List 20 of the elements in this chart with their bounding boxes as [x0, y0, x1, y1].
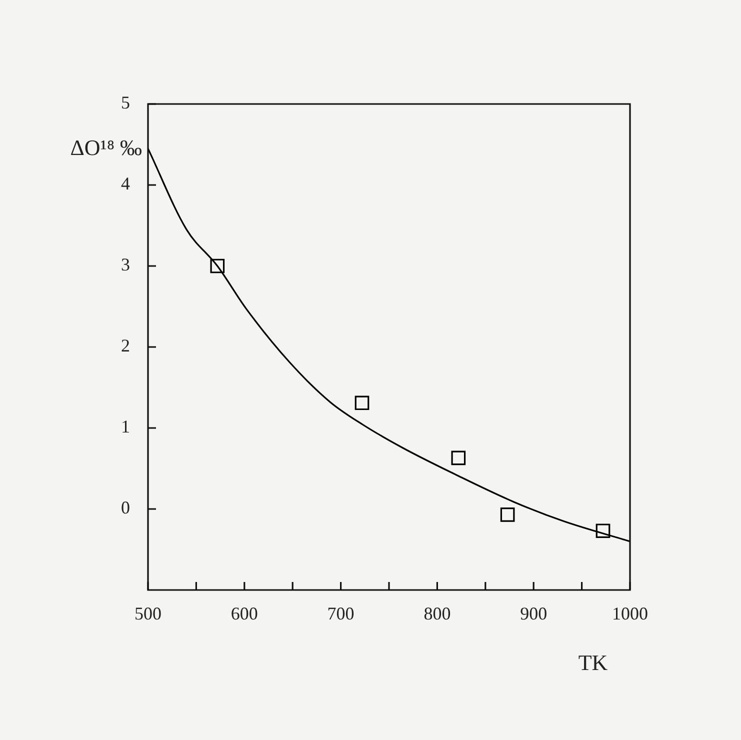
x-tick-label: 1000 — [612, 604, 648, 624]
x-tick-label: 800 — [424, 604, 451, 624]
y-axis-title: ΔO¹⁸ ‰ — [70, 134, 142, 160]
x-tick-label: 700 — [327, 604, 354, 624]
y-tick-label: 4 — [121, 174, 130, 194]
x-tick-label: 900 — [520, 604, 548, 624]
point — [596, 524, 610, 538]
x-tick-label: 600 — [230, 604, 258, 624]
line-series — [148, 148, 630, 542]
y-tick-label: 3 — [121, 254, 130, 275]
x-tick-label: 500 — [134, 604, 162, 624]
y-tick-label: 5 — [121, 92, 130, 113]
y-tick-label: 0 — [121, 498, 130, 518]
point — [354, 396, 370, 410]
x-axis-title: TK — [578, 650, 608, 675]
point — [500, 508, 515, 522]
y-tick-label: 1 — [121, 416, 130, 437]
point — [210, 258, 225, 274]
y-tick-label: 2 — [121, 336, 130, 356]
point — [451, 450, 466, 466]
